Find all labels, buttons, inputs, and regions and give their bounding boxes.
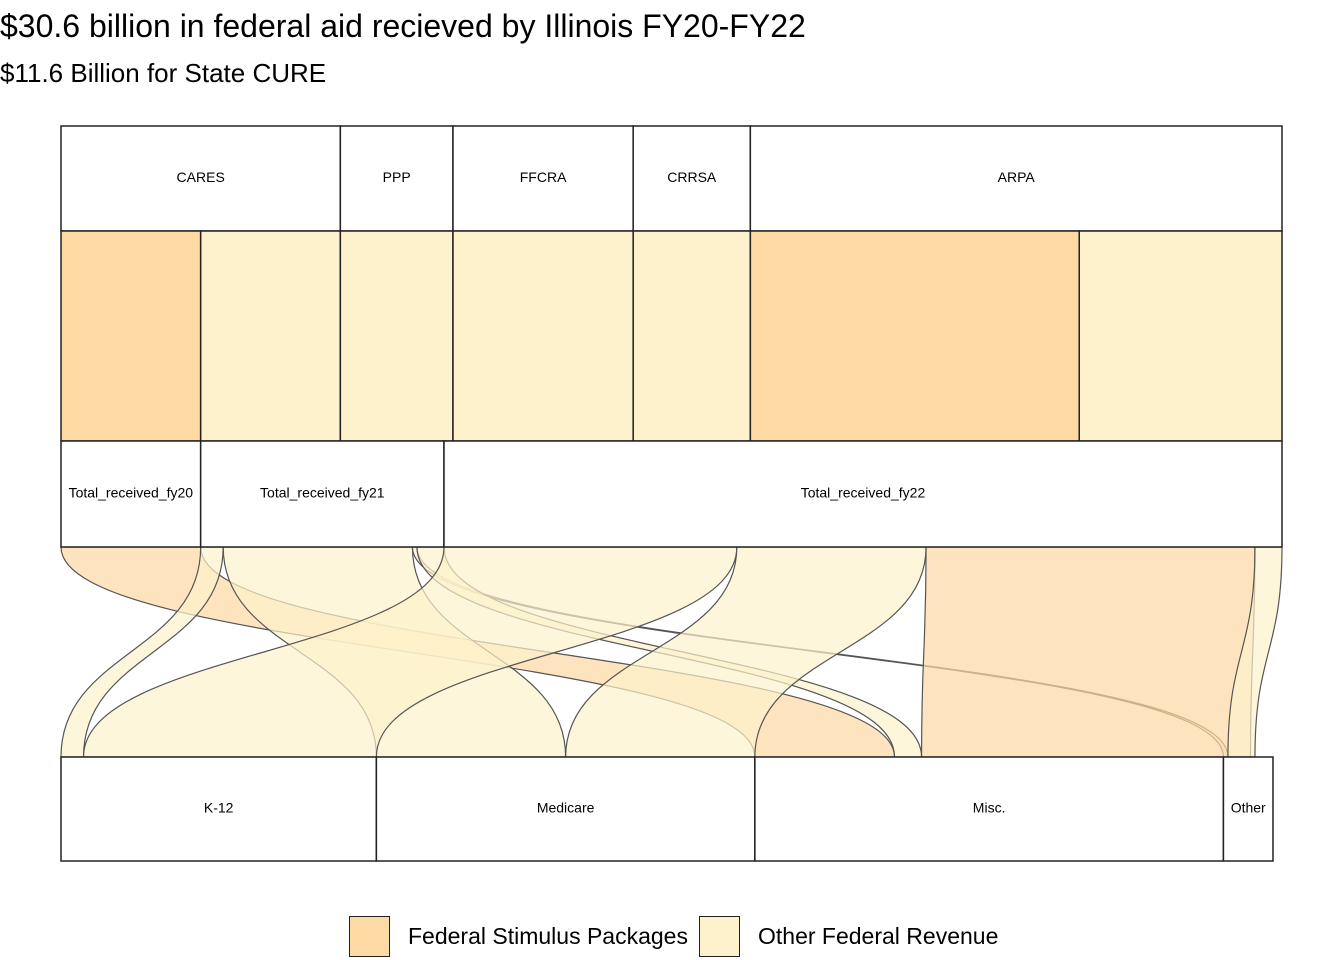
stratum-category — [1222, 756, 1274, 862]
stratum-category — [60, 756, 378, 862]
stratum-label: PPP — [383, 169, 411, 185]
fund-segment — [452, 230, 634, 442]
stratum-year — [443, 440, 1283, 548]
chart-title: $30.6 billion in federal aid recieved by… — [0, 8, 806, 44]
stratum-year — [199, 440, 445, 548]
legend-label: Federal Stimulus Packages — [408, 922, 688, 949]
legend: Federal Stimulus Packages Other Federal … — [0, 913, 1344, 959]
alluvial-chart: CARES PPP FFCRA CRRSA ARPA Total_received_fy2… — [60, 125, 1283, 862]
legend-item-federal-stimulus: Federal Stimulus Packages — [349, 913, 688, 959]
stratum-label: Total_received_fy21 — [260, 485, 385, 501]
legend-swatch-other-federal — [699, 915, 740, 957]
legend-swatch-federal-stimulus — [349, 915, 390, 957]
flow-ribbon — [920, 546, 1256, 758]
legend-item-other-federal: Other Federal Revenue — [699, 913, 998, 959]
flow-ribbons — [60, 546, 1283, 758]
fund-segment — [199, 230, 342, 442]
stratum-program — [60, 125, 342, 232]
stratum-label: CARES — [177, 169, 225, 185]
stratum-label: Medicare — [537, 800, 595, 816]
stratum-year — [60, 440, 202, 548]
fund-segment — [60, 230, 202, 442]
stratum-category — [754, 756, 1225, 862]
fund-segment — [632, 230, 752, 442]
stratum-label: Total_received_fy22 — [801, 485, 926, 501]
legend-label: Other Federal Revenue — [758, 922, 999, 949]
strata: CARES PPP FFCRA CRRSA ARPA Total_received_fy2… — [60, 125, 1283, 862]
fund-segment — [749, 230, 1081, 442]
stratum-label: K-12 — [204, 800, 234, 816]
stratum-label: Misc. — [973, 800, 1006, 816]
stratum-label: ARPA — [998, 169, 1036, 185]
fund-segment — [339, 230, 454, 442]
fund-segment — [1078, 230, 1283, 442]
stratum-label: CRRSA — [667, 169, 717, 185]
stratum-label: Total_received_fy20 — [69, 485, 194, 501]
stratum-program — [749, 125, 1283, 232]
stratum-label: FFCRA — [520, 169, 567, 185]
chart-subtitle: $11.6 Billion for State CURE — [0, 58, 327, 88]
stratum-program — [632, 125, 752, 232]
stratum-label: Other — [1231, 800, 1266, 816]
stratum-program — [452, 125, 634, 232]
stratum-category — [375, 756, 756, 862]
